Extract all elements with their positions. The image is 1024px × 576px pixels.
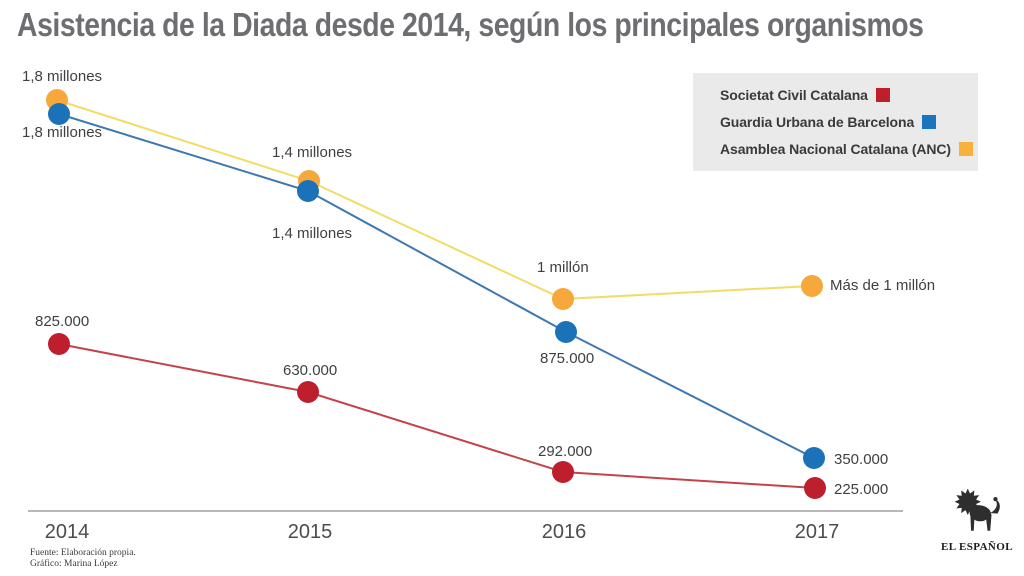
- series-line-societat-civil-catalana: [58, 343, 816, 489]
- data-label-asamblea-nacional-catalana-anc-2014: 1,8 millones: [22, 68, 103, 85]
- data-point-societat-civil-catalana-2017: [804, 477, 826, 499]
- data-label-guardia-urbana-de-barcelona-2017: 350.000: [834, 451, 889, 468]
- x-tick-2016: 2016: [541, 521, 587, 543]
- credit-note: Gráfico: Marina López: [30, 559, 118, 569]
- data-label-guardia-urbana-de-barcelona-2016: 875.000: [540, 350, 595, 367]
- data-label-asamblea-nacional-catalana-anc-2015: 1,4 millones: [272, 144, 353, 161]
- data-point-societat-civil-catalana-2016: [552, 461, 574, 483]
- data-label-societat-civil-catalana-2015: 630.000: [283, 362, 338, 379]
- data-point-guardia-urbana-de-barcelona-2017: [803, 447, 825, 469]
- data-label-asamblea-nacional-catalana-anc-2017: Más de 1 millón: [830, 277, 936, 294]
- data-point-guardia-urbana-de-barcelona-2014: [48, 103, 70, 125]
- x-tick-2017: 2017: [794, 521, 840, 543]
- x-tick-2014: 2014: [44, 521, 90, 543]
- legend-swatch-blue: [922, 115, 937, 129]
- legend-item-guardia-urbana-de-barcelona: Guardia Urbana de Barcelona: [720, 114, 978, 130]
- legend-swatch-red: [875, 88, 890, 102]
- x-axis-line: [28, 510, 903, 512]
- logo-text: EL ESPAÑOL: [941, 541, 1013, 553]
- legend-label: Societat Civil Catalana: [720, 87, 868, 103]
- series-line-asamblea-nacional-catalana-anc: [56, 99, 813, 301]
- data-label-societat-civil-catalana-2016: 292.000: [538, 443, 593, 460]
- source-note: Fuente: Elaboración propia.: [30, 548, 136, 558]
- data-point-guardia-urbana-de-barcelona-2016: [555, 321, 577, 343]
- data-label-societat-civil-catalana-2014: 825.000: [35, 313, 90, 330]
- legend-item-societat-civil-catalana: Societat Civil Catalana: [720, 87, 978, 103]
- series-line-guardia-urbana-de-barcelona: [58, 113, 815, 459]
- data-point-societat-civil-catalana-2014: [48, 333, 70, 355]
- data-label-guardia-urbana-de-barcelona-2014: 1,8 millones: [22, 124, 103, 141]
- chart-legend: Societat Civil Catalana Guardia Urbana d…: [693, 73, 978, 171]
- legend-item-asamblea-nacional-catalana: Asamblea Nacional Catalana (ANC): [720, 141, 978, 157]
- data-point-asamblea-nacional-catalana-anc-2017: [801, 275, 823, 297]
- data-label-asamblea-nacional-catalana-anc-2016: 1 millón: [537, 259, 589, 276]
- data-label-guardia-urbana-de-barcelona-2015: 1,4 millones: [272, 225, 353, 242]
- legend-label: Asamblea Nacional Catalana (ANC): [720, 141, 951, 157]
- data-point-asamblea-nacional-catalana-anc-2016: [552, 288, 574, 310]
- x-tick-2015: 2015: [287, 521, 333, 543]
- data-point-societat-civil-catalana-2015: [297, 381, 319, 403]
- legend-label: Guardia Urbana de Barcelona: [720, 114, 915, 130]
- data-point-guardia-urbana-de-barcelona-2015: [297, 180, 319, 202]
- chart-footer: Fuente: Elaboración propia. Gráfico: Mar…: [30, 548, 136, 570]
- lion-logo-icon: [954, 488, 1000, 531]
- page-title: Asistencia de la Diada desde 2014, según…: [17, 6, 924, 43]
- el-espanol-logo: EL ESPAÑOL: [934, 482, 1020, 553]
- legend-swatch-yellow: [958, 142, 973, 156]
- data-label-societat-civil-catalana-2017: 225.000: [834, 481, 889, 498]
